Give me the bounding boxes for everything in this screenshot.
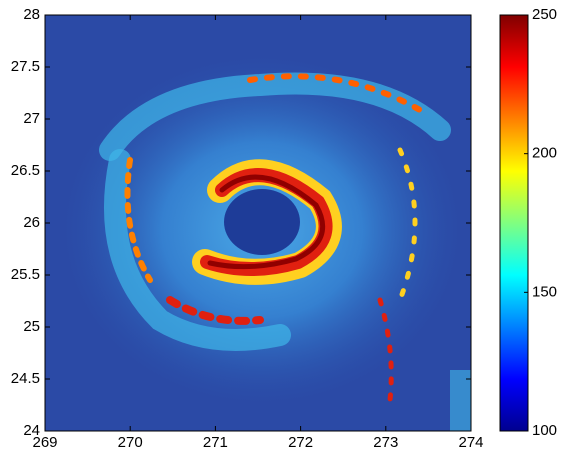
y-tick-label: 27.5 (11, 58, 40, 75)
colorbar-tick-label: 150 (532, 283, 557, 300)
y-tick-label: 26 (23, 214, 40, 231)
y-tick-label: 28 (23, 6, 40, 23)
colorbar-tick-label: 250 (532, 6, 557, 23)
y-tick-label: 27 (23, 110, 40, 127)
x-tick-label: 270 (118, 434, 143, 451)
x-tick-label: 273 (373, 434, 398, 451)
y-tick-label: 25 (23, 318, 40, 335)
colorbar-tick-label: 200 (532, 145, 557, 162)
y-tick-label: 26.5 (11, 162, 40, 179)
y-tick-label: 25.5 (11, 266, 40, 283)
colorbar (500, 15, 528, 431)
x-tick-label: 274 (458, 434, 483, 451)
x-tick-label: 272 (288, 434, 313, 451)
storm-eye (224, 189, 300, 255)
y-tick-label: 24 (23, 422, 40, 439)
heatmap-image (45, 15, 471, 431)
y-tick-label: 24.5 (11, 370, 40, 387)
x-tick-label: 271 (203, 434, 228, 451)
chart: 2692702712722732742424.52525.52626.52727… (0, 0, 563, 456)
colorbar-tick-label: 100 (532, 422, 557, 439)
